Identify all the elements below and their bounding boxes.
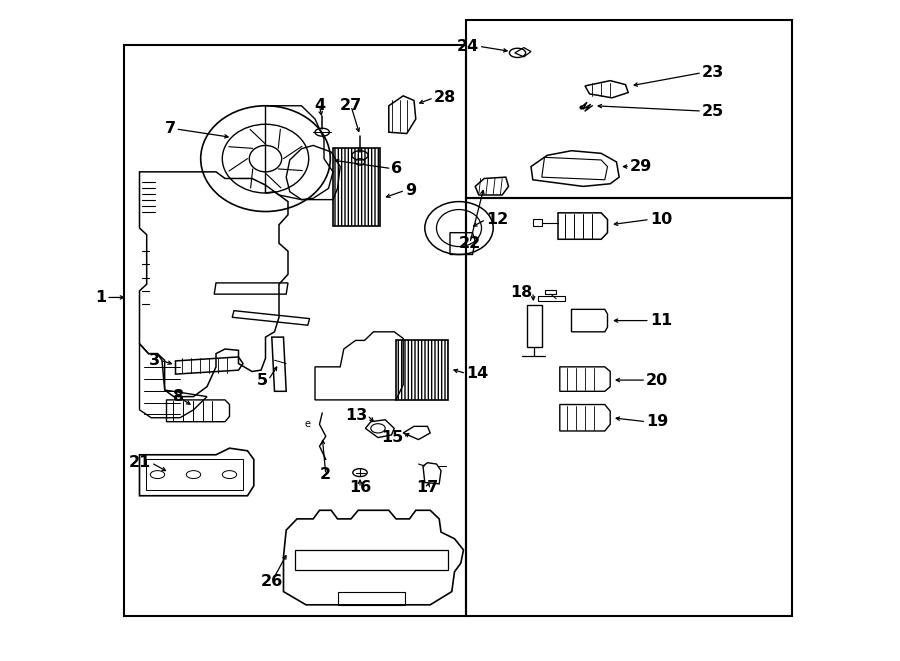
Text: 15: 15 [381, 430, 403, 445]
Text: 29: 29 [630, 159, 652, 174]
Text: 17: 17 [417, 481, 438, 495]
Text: 19: 19 [646, 414, 669, 429]
Text: 26: 26 [261, 574, 283, 589]
Bar [396, 340, 448, 400]
Text: 13: 13 [345, 408, 367, 422]
Text: e: e [305, 419, 310, 430]
Text: 11: 11 [650, 313, 672, 328]
Text: 2: 2 [320, 467, 331, 482]
Text: 25: 25 [702, 104, 724, 118]
Text: 10: 10 [650, 212, 672, 227]
Text: 9: 9 [405, 183, 416, 198]
Text: 22: 22 [459, 236, 481, 251]
Text: 14: 14 [466, 366, 489, 381]
Text: 23: 23 [702, 65, 724, 80]
Bar [333, 148, 380, 226]
Bar [466, 198, 792, 616]
Text: 12: 12 [486, 212, 508, 227]
Text: 24: 24 [456, 39, 479, 54]
Text: 28: 28 [434, 91, 456, 105]
Text: 6: 6 [392, 161, 402, 176]
Bar [146, 459, 243, 490]
Text: 27: 27 [340, 98, 362, 113]
Text: 20: 20 [646, 373, 669, 387]
Text: 16: 16 [349, 481, 371, 495]
Text: 21: 21 [129, 455, 151, 470]
Text: 8: 8 [173, 389, 184, 404]
Text: 4: 4 [314, 98, 325, 113]
Text: 1: 1 [95, 290, 106, 305]
Text: 5: 5 [257, 373, 268, 387]
Text: 18: 18 [510, 285, 533, 299]
Bar [124, 45, 466, 616]
Text: 7: 7 [165, 122, 176, 136]
Bar [466, 20, 792, 198]
Text: 3: 3 [149, 353, 160, 368]
